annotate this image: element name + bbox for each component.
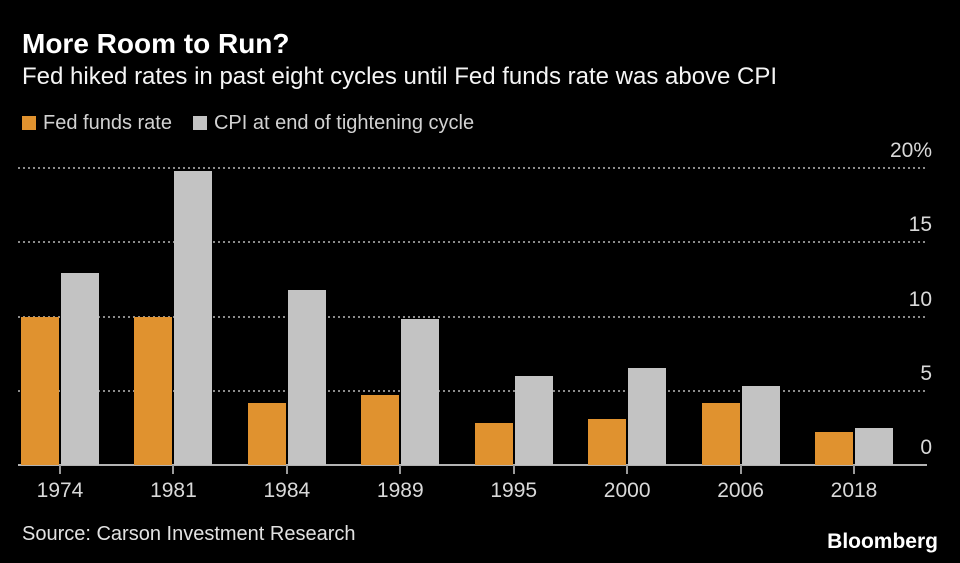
x-axis-label-1989: 1989: [376, 479, 424, 502]
y-axis-label-5: 5: [920, 361, 932, 385]
legend: Fed funds rate CPI at end of tightening …: [22, 112, 474, 134]
legend-item-fed-funds: Fed funds rate: [22, 112, 172, 134]
y-axis-label-10: 10: [908, 287, 932, 311]
x-axis-label-1981: 1981: [150, 479, 197, 502]
bar-cpi-2018: [855, 427, 893, 465]
bar-cpi-2006: [741, 386, 780, 465]
bar-fed-funds-2018: [815, 432, 853, 465]
bloomberg-logo: Bloomberg: [827, 530, 938, 553]
bar-fed-funds-2000: [588, 418, 627, 465]
x-axis-tick-1974: [59, 465, 61, 474]
gridline-5: [18, 389, 927, 392]
cpi-swatch-icon: [192, 116, 207, 130]
y-axis-label-20: 20%: [889, 139, 932, 162]
x-axis-tick-1984: [285, 465, 288, 474]
legend-label-cpi: CPI at end of tightening cycle: [213, 112, 475, 134]
fed-funds-swatch-icon: [22, 116, 36, 130]
bar-fed-funds-1974: [21, 316, 59, 465]
chart-title: More Room to Run?: [22, 28, 290, 59]
bar-cpi-1974: [61, 273, 99, 465]
gridline-20: [18, 167, 927, 169]
legend-item-cpi: CPI at end of tightening cycle: [192, 112, 475, 134]
bar-cpi-1984: [287, 289, 326, 465]
bar-fed-funds-1981: [134, 316, 173, 465]
x-axis-label-2000: 2000: [603, 479, 651, 502]
x-axis-tick-1981: [172, 465, 175, 474]
x-axis-label-1974: 1974: [36, 479, 84, 502]
legend-label-fed-funds: Fed funds rate: [43, 112, 172, 134]
y-axis-label-0: 0: [920, 436, 932, 459]
x-axis-label-2018: 2018: [830, 479, 878, 502]
bar-cpi-1995: [514, 375, 553, 465]
gridline-10: [18, 315, 927, 318]
gridline-15: [18, 241, 927, 244]
y-axis-label-15: 15: [908, 213, 932, 237]
x-axis-label-1995: 1995: [490, 479, 538, 502]
x-axis-label-2006: 2006: [717, 479, 764, 502]
bar-fed-funds-1995: [474, 423, 513, 465]
bar-fed-funds-2006: [701, 402, 740, 465]
bar-fed-funds-1984: [247, 402, 286, 465]
x-axis-tick-1995: [512, 465, 515, 474]
x-axis-tick-2006: [739, 465, 742, 474]
bar-cpi-1981: [174, 170, 213, 465]
x-axis-tick-1989: [399, 465, 402, 474]
x-axis-tick-2000: [626, 465, 629, 474]
bar-cpi-1989: [401, 319, 440, 465]
source-credit: Source: Carson Investment Research: [22, 523, 356, 545]
bar-cpi-2000: [628, 368, 667, 465]
bar-fed-funds-1989: [361, 395, 400, 465]
x-axis-line: [18, 464, 927, 466]
x-axis-label-1984: 1984: [263, 479, 311, 502]
chart-subtitle: Fed hiked rates in past eight cycles unt…: [22, 63, 778, 90]
x-axis-tick-2018: [853, 465, 855, 474]
